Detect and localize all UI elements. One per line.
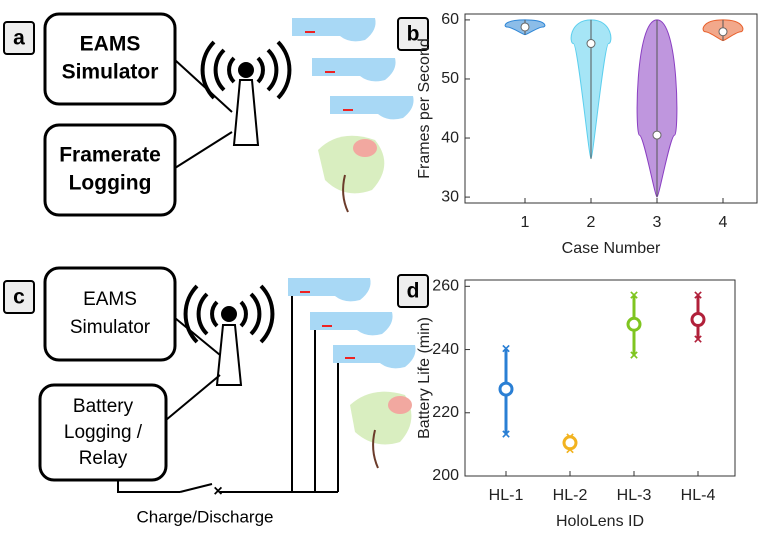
diagram-c: EAMS Simulator Battery Logging / Relay ×… bbox=[38, 266, 416, 526]
axes-frame bbox=[464, 279, 736, 477]
label-box bbox=[397, 17, 429, 51]
panel-label: a bbox=[13, 27, 25, 50]
range-end: × bbox=[694, 331, 703, 348]
median bbox=[652, 130, 662, 140]
x-tick-label: 3 bbox=[653, 214, 662, 231]
x-tick-label: HL-4 bbox=[681, 487, 716, 504]
headsets bbox=[292, 18, 414, 213]
box-text: Relay bbox=[79, 448, 128, 469]
y-tick-label: 40 bbox=[441, 129, 459, 146]
box-text: Simulator bbox=[62, 61, 159, 84]
y-axis-label: Frames per Second bbox=[416, 38, 433, 179]
range-end: × bbox=[630, 287, 639, 304]
y-tick-label: 30 bbox=[441, 188, 459, 205]
range-end: × bbox=[694, 287, 703, 304]
y-axis-label: Battery Life (min) bbox=[416, 317, 433, 439]
diagram-a: EAMS Simulator Framerate Logging bbox=[43, 12, 414, 217]
mean bbox=[562, 435, 578, 451]
box-text: Battery bbox=[73, 396, 134, 417]
panel-label: c bbox=[13, 286, 25, 309]
wire bbox=[174, 59, 233, 169]
x-tick-label: HL-1 bbox=[489, 487, 524, 504]
mean bbox=[690, 312, 706, 328]
x-tick-label: HL-3 bbox=[617, 487, 652, 504]
median bbox=[718, 27, 728, 37]
y-tick-label: 240 bbox=[432, 341, 459, 358]
y-tick-label: 260 bbox=[432, 278, 459, 295]
panel-label: b bbox=[407, 23, 420, 46]
range-end: × bbox=[502, 341, 511, 358]
box bbox=[43, 123, 177, 217]
y-tick-label: 60 bbox=[441, 11, 459, 28]
label-box bbox=[3, 21, 35, 55]
wire bbox=[117, 285, 339, 493]
label-box bbox=[3, 280, 35, 314]
box-text: Logging / bbox=[64, 422, 143, 443]
box bbox=[43, 12, 177, 106]
antenna bbox=[183, 284, 275, 386]
x-axis-label: Case Number bbox=[562, 240, 661, 257]
switch-label: Charge/Discharge bbox=[136, 507, 273, 526]
y-tick-label: 220 bbox=[432, 404, 459, 421]
mean bbox=[498, 381, 514, 397]
y-tick-label: 200 bbox=[432, 467, 459, 484]
box-text: Logging bbox=[69, 172, 152, 195]
x-tick-label: 4 bbox=[719, 214, 728, 231]
median bbox=[586, 39, 596, 49]
panel-label: d bbox=[407, 280, 420, 303]
box bbox=[43, 266, 177, 362]
label-box bbox=[397, 274, 429, 308]
charts: 30 40 50 60 Frames per Second Case Number 1 2 3 4… bbox=[416, 11, 758, 530]
box-text: Simulator bbox=[70, 317, 151, 338]
panel-labels: a b c d bbox=[3, 17, 429, 314]
box-text: EAMS bbox=[83, 289, 137, 310]
antenna bbox=[200, 40, 292, 146]
box bbox=[38, 383, 168, 482]
mean bbox=[626, 316, 642, 332]
box-text: Framerate bbox=[59, 144, 161, 167]
x-axis-label: HoloLens ID bbox=[556, 513, 644, 530]
x-tick-label: HL-2 bbox=[553, 487, 588, 504]
y-tick-label: 50 bbox=[441, 70, 459, 87]
range-end: × bbox=[630, 347, 639, 364]
headsets bbox=[288, 278, 416, 469]
axes-frame bbox=[464, 13, 758, 204]
x-tick-label: 2 bbox=[587, 214, 596, 231]
box-text: EAMS bbox=[80, 33, 141, 56]
median bbox=[520, 22, 530, 32]
wire bbox=[165, 317, 221, 421]
switch: × bbox=[213, 483, 222, 500]
range-end: × bbox=[502, 426, 511, 443]
x-tick-label: 1 bbox=[521, 214, 530, 231]
